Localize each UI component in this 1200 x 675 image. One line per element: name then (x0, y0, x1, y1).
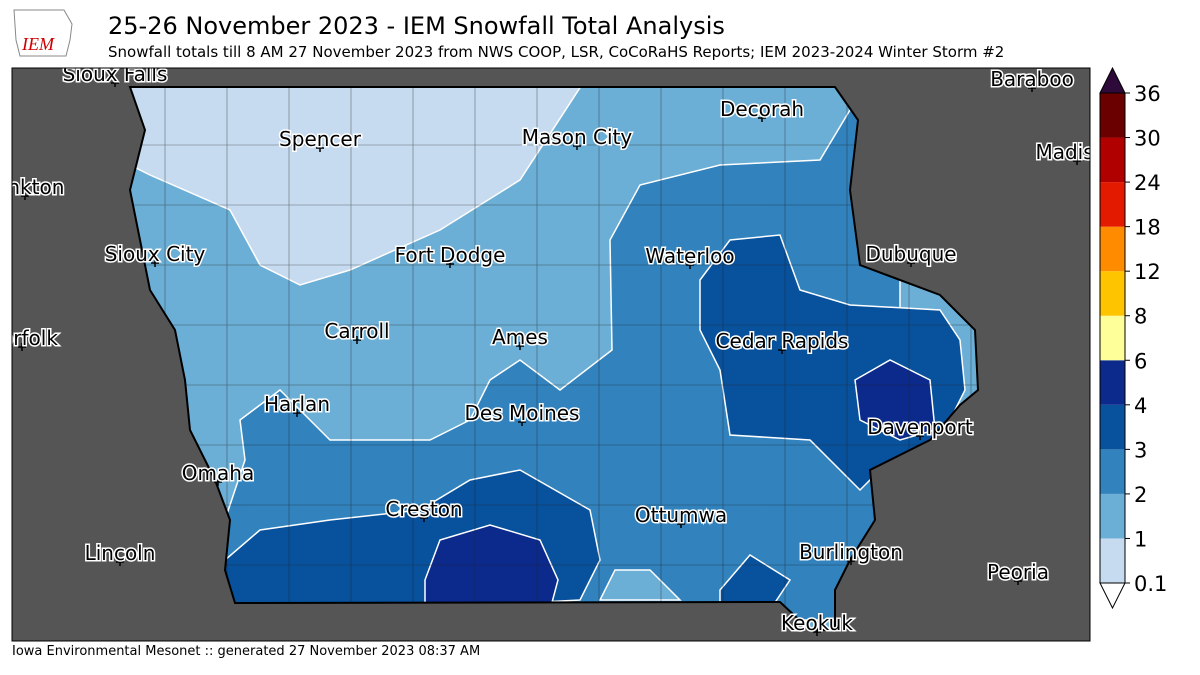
city-marker (518, 418, 526, 426)
city-label: Cedar Rapids (716, 329, 849, 353)
colorbar-under (1099, 582, 1126, 610)
footer: Iowa Environmental Mesonet :: generated … (12, 644, 480, 659)
colorbar-over (1099, 66, 1126, 94)
colorbar-tick-label: 8 (1134, 305, 1147, 329)
city-marker (1014, 577, 1022, 585)
colorbar-tick-label: 2 (1134, 483, 1147, 507)
city-label: Waterloo (645, 244, 734, 268)
colorbar-tick-label: 24 (1134, 171, 1161, 195)
city-label: Des Moines (465, 401, 580, 425)
city-marker (316, 144, 324, 152)
colorbar-tick-label: 36 (1134, 82, 1161, 106)
city-label: Creston (385, 497, 462, 521)
colorbar-band (1100, 404, 1125, 450)
city-label: Dubuque (865, 242, 956, 266)
colorbar-frame (1099, 92, 1126, 584)
city-label: Lincoln (85, 541, 156, 565)
city-label: Davenport (867, 415, 973, 439)
city-marker (573, 142, 581, 150)
city-label: Decorah (720, 97, 804, 121)
colorbar-tick-label: 30 (1134, 127, 1161, 151)
city-marker (677, 520, 685, 528)
city-marker (813, 628, 821, 636)
city-label: Baraboo (990, 67, 1074, 91)
city-label: Ames (492, 325, 548, 349)
colorbar-tick-label: 18 (1134, 216, 1161, 240)
title: 25-26 November 2023 - IEM Snowfall Total… (108, 12, 725, 40)
city-label: Madison (1035, 140, 1118, 164)
city-marker (116, 558, 124, 566)
city-label: Peoria (987, 560, 1049, 584)
city-label: Ottumwa (635, 503, 727, 527)
city-label: Carroll (324, 319, 389, 343)
city-marker (353, 336, 361, 344)
city-marker (758, 114, 766, 122)
city-marker (516, 342, 524, 350)
city-label: Burlington (799, 540, 903, 564)
colorbar-tick-label: 1 (1134, 527, 1147, 551)
city-marker (778, 346, 786, 354)
city-label: Harlan (264, 392, 330, 416)
city-marker (907, 259, 915, 267)
subtitle: Snowfall totals till 8 AM 27 November 20… (108, 43, 1004, 61)
city-label: Yankton (0, 175, 64, 199)
logo-text: IEM (21, 34, 55, 54)
colorbar-band (1100, 360, 1125, 405)
colorbar-band (1100, 493, 1125, 539)
city-label: Omaha (182, 461, 254, 485)
colorbar-band (1100, 315, 1125, 361)
colorbar-band (1100, 449, 1125, 494)
colorbar-tick-label: 4 (1134, 394, 1147, 418)
city-marker (18, 343, 26, 351)
colorbar-tick-label: 0.1 (1134, 572, 1167, 596)
city-marker (1028, 84, 1036, 92)
colorbar-band (1100, 538, 1125, 583)
city-marker (847, 557, 855, 565)
colorbar-band (1100, 137, 1125, 183)
city-marker (686, 261, 694, 269)
colorbar-tick-label: 12 (1134, 260, 1161, 284)
city-marker (293, 409, 301, 417)
city-label: Sioux City (105, 242, 206, 266)
colorbar-tick-label: 6 (1134, 349, 1147, 373)
city-label: Keokuk (781, 611, 853, 635)
colorbar-band (1100, 93, 1125, 138)
city-label: Spencer (279, 127, 362, 151)
colorbar-band (1100, 226, 1125, 272)
city-marker (420, 514, 428, 522)
city-label: Fort Dodge (395, 243, 506, 267)
city-marker (21, 192, 29, 200)
city-marker (916, 432, 924, 440)
city-label: Norfolk (0, 326, 58, 350)
logo: IEM (13, 9, 73, 57)
city-marker (446, 260, 454, 268)
colorbar-tick-label: 3 (1134, 438, 1147, 462)
colorbar-band (1100, 271, 1125, 316)
colorbar-band (1100, 182, 1125, 227)
city-marker (151, 259, 159, 267)
city-label: Sioux Falls (63, 62, 168, 86)
city-marker (214, 478, 222, 486)
city-marker (1073, 157, 1081, 165)
map: Sioux Falls Baraboo Decorah Spencer Mason Ci… (0, 62, 1118, 641)
city-label: Mason City (522, 125, 633, 149)
city-marker (111, 79, 119, 87)
